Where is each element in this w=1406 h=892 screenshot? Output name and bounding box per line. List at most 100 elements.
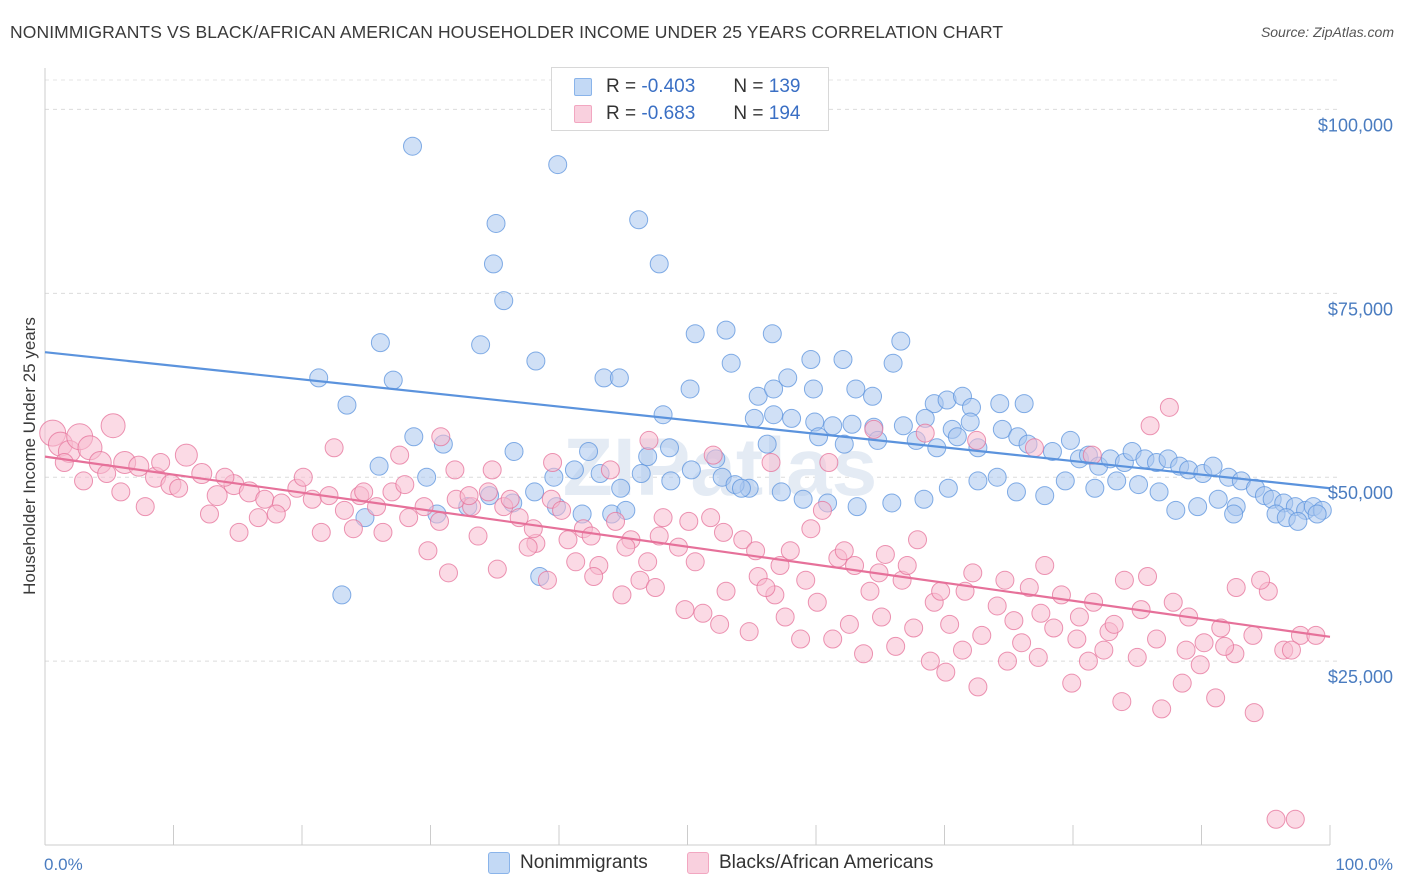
data-point	[897, 555, 917, 575]
data-point	[713, 522, 733, 542]
data-point	[1031, 603, 1051, 623]
data-point	[660, 438, 680, 458]
data-point	[645, 578, 665, 598]
data-point	[1067, 629, 1087, 649]
data-point	[399, 508, 419, 528]
data-point	[1203, 456, 1223, 476]
data-point	[199, 504, 219, 524]
legend-n-label: N =	[733, 76, 764, 97]
data-point	[1251, 570, 1271, 590]
data-point	[733, 530, 753, 550]
data-point	[875, 544, 895, 564]
data-point	[1244, 703, 1264, 723]
bottom-legend-label: Blacks/African Americans	[719, 852, 934, 873]
data-point	[883, 353, 903, 373]
data-point	[128, 455, 150, 477]
data-point	[1190, 655, 1210, 675]
data-point	[809, 427, 829, 447]
data-point	[564, 460, 584, 480]
data-point	[764, 405, 784, 425]
x-tick-label: 100.0%	[1335, 855, 1393, 874]
chart-title: NONIMMIGRANTS VS BLACK/AFRICAN AMERICAN …	[10, 22, 1004, 42]
data-point	[796, 570, 816, 590]
data-point	[54, 453, 74, 472]
data-point	[952, 640, 972, 660]
data-point	[968, 471, 988, 491]
data-point	[494, 291, 514, 311]
data-point	[649, 526, 669, 546]
data-point	[1159, 397, 1179, 417]
data-point	[721, 353, 741, 373]
data-point	[756, 578, 776, 598]
data-point	[653, 405, 673, 425]
stats-legend: R = -0.403 N = 139 R = -0.683 N = 194	[551, 67, 829, 131]
data-point	[764, 379, 784, 399]
data-point	[793, 489, 813, 509]
data-point	[1094, 640, 1114, 660]
data-point	[778, 368, 798, 388]
bottom-legend-nonimmigrants[interactable]: Nonimmigrants	[488, 852, 648, 874]
data-point	[854, 644, 874, 664]
data-point	[1285, 809, 1305, 829]
y-tick-label: $75,000	[1328, 299, 1393, 319]
data-point	[872, 607, 892, 627]
data-point	[1176, 640, 1196, 660]
legend-swatch-pink	[574, 105, 592, 123]
data-point	[761, 453, 781, 472]
data-point	[834, 434, 854, 454]
data-point	[581, 526, 601, 546]
data-point	[1129, 475, 1149, 495]
data-point	[1112, 692, 1132, 712]
x-tick-labels: 0.0% 100.0%	[44, 855, 1393, 874]
data-point	[135, 497, 155, 517]
data-point	[1208, 489, 1228, 509]
data-point	[803, 379, 823, 399]
data-point	[893, 416, 913, 436]
bottom-legend-blacks[interactable]: Blacks/African Americans	[687, 852, 933, 874]
data-point	[990, 394, 1010, 414]
data-point	[482, 460, 502, 480]
data-point	[1006, 482, 1026, 502]
data-point	[1004, 611, 1024, 631]
legend-r-value: -0.683	[641, 103, 696, 124]
data-point	[629, 210, 649, 230]
data-point	[612, 585, 632, 605]
legend-r-label: R =	[606, 76, 637, 97]
legend-swatch-blue	[574, 78, 592, 96]
data-point	[782, 408, 802, 428]
data-point	[675, 600, 695, 620]
data-point	[685, 552, 705, 572]
data-point	[1147, 629, 1167, 649]
data-point	[1206, 688, 1226, 708]
data-point	[445, 460, 465, 480]
data-point	[716, 320, 736, 340]
data-point	[938, 478, 958, 498]
data-point	[483, 254, 503, 274]
data-point	[429, 511, 449, 531]
trend-line-0	[44, 351, 1331, 490]
data-point	[995, 570, 1015, 590]
data-point	[681, 460, 701, 480]
data-point	[701, 508, 721, 528]
data-point	[685, 324, 705, 344]
data-point	[311, 522, 331, 542]
legend-n-label: N =	[733, 103, 764, 124]
data-point	[1107, 471, 1127, 491]
data-point	[914, 489, 934, 509]
data-point	[968, 677, 988, 697]
data-point	[543, 453, 563, 472]
data-point	[847, 497, 867, 517]
data-point	[1188, 497, 1208, 517]
data-point	[500, 489, 520, 509]
data-point	[1035, 486, 1055, 506]
data-point	[343, 519, 363, 539]
data-point	[417, 467, 437, 487]
data-point	[151, 453, 171, 472]
data-point	[1266, 809, 1286, 829]
data-point	[1114, 570, 1134, 590]
trend-lines	[44, 351, 1331, 638]
data-point	[111, 482, 131, 502]
data-point	[679, 511, 699, 531]
data-point	[780, 541, 800, 561]
